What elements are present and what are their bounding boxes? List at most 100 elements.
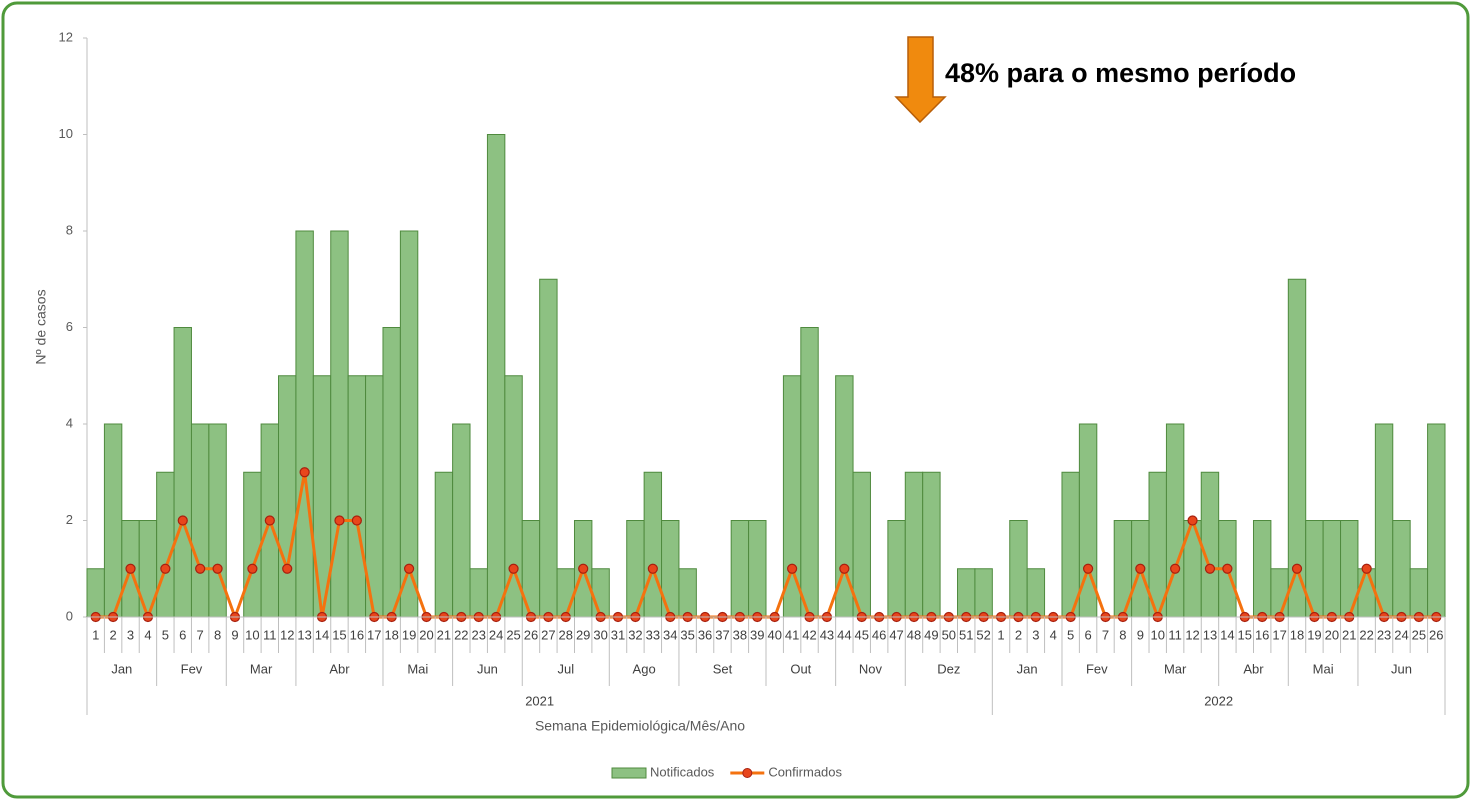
x-tick-label: 1 bbox=[997, 627, 1004, 642]
x-tick-label: 47 bbox=[889, 627, 903, 642]
marker bbox=[160, 563, 171, 574]
x-tick-label: 37 bbox=[715, 627, 729, 642]
marker bbox=[508, 563, 519, 574]
marker bbox=[1187, 515, 1198, 526]
month-label: Dez bbox=[937, 661, 960, 676]
month-label: Ago bbox=[633, 661, 656, 676]
y-tick-label: 2 bbox=[66, 512, 73, 527]
x-tick-label: 8 bbox=[214, 627, 221, 642]
marker bbox=[1222, 563, 1233, 574]
bar bbox=[382, 327, 401, 618]
month-label: Fev bbox=[1086, 661, 1108, 676]
bar bbox=[539, 278, 558, 618]
month-label: Mai bbox=[1313, 661, 1334, 676]
annotation: 48% para o mesmo período bbox=[945, 58, 1296, 88]
marker bbox=[351, 515, 362, 526]
x-tick-label: 14 bbox=[1220, 627, 1234, 642]
x-tick-label: 25 bbox=[506, 627, 520, 642]
bar bbox=[452, 423, 471, 618]
x-tick-label: 13 bbox=[1203, 627, 1217, 642]
marker bbox=[647, 563, 658, 574]
bar bbox=[1374, 423, 1394, 618]
x-tick-label: 20 bbox=[419, 627, 433, 642]
bar bbox=[1409, 568, 1429, 618]
x-tick-label: 21 bbox=[1342, 627, 1356, 642]
x-tick-label: 52 bbox=[976, 627, 990, 642]
bar bbox=[852, 471, 871, 618]
x-tick-label: 10 bbox=[245, 627, 259, 642]
x-tick-label: 9 bbox=[231, 627, 238, 642]
x-tick-label: 24 bbox=[1394, 627, 1408, 642]
x-tick-label: 51 bbox=[959, 627, 973, 642]
marker bbox=[1204, 563, 1216, 574]
legend-swatch bbox=[611, 767, 647, 779]
bar bbox=[730, 520, 750, 618]
marker bbox=[1135, 563, 1146, 574]
bar bbox=[1427, 423, 1446, 618]
bar bbox=[1009, 520, 1028, 618]
bar bbox=[86, 568, 105, 618]
month-label: Mar bbox=[250, 661, 273, 676]
x-tick-label: 15 bbox=[332, 627, 346, 642]
x-tick-label: 36 bbox=[698, 627, 712, 642]
x-tick-label: 6 bbox=[179, 627, 186, 642]
x-tick-label: 23 bbox=[1377, 627, 1391, 642]
y-axis-label: Nº de casos bbox=[33, 289, 49, 364]
marker bbox=[264, 515, 275, 526]
bar bbox=[1252, 520, 1272, 618]
marker bbox=[125, 563, 136, 574]
month-label: Fev bbox=[181, 661, 203, 676]
x-tick-label: 33 bbox=[646, 627, 660, 642]
bar bbox=[556, 568, 575, 618]
x-tick-label: 22 bbox=[454, 627, 468, 642]
year-label: 2022 bbox=[1204, 693, 1233, 708]
x-tick-label: 8 bbox=[1119, 627, 1126, 642]
x-tick-label: 32 bbox=[628, 627, 642, 642]
bar bbox=[103, 423, 123, 618]
y-tick-label: 12 bbox=[59, 29, 73, 44]
bar bbox=[974, 568, 993, 618]
x-tick-label: 5 bbox=[1067, 627, 1074, 642]
legend-label: Confirmados bbox=[768, 764, 842, 779]
x-tick-label: 20 bbox=[1325, 627, 1339, 642]
marker bbox=[334, 515, 345, 526]
bar bbox=[591, 568, 610, 618]
month-label: Jan bbox=[111, 661, 132, 676]
annotation-arrow bbox=[894, 36, 947, 124]
bar bbox=[190, 423, 210, 618]
bar bbox=[887, 520, 906, 618]
bar bbox=[904, 471, 924, 618]
x-tick-label: 23 bbox=[471, 627, 485, 642]
month-label: Jan bbox=[1017, 661, 1038, 676]
x-tick-label: 17 bbox=[367, 627, 381, 642]
x-tick-label: 3 bbox=[127, 627, 134, 642]
bar bbox=[243, 471, 262, 618]
x-tick-label: 15 bbox=[1238, 627, 1252, 642]
x-tick-label: 19 bbox=[1307, 627, 1321, 642]
x-tick-label: 38 bbox=[733, 627, 747, 642]
x-tick-label: 4 bbox=[1050, 627, 1057, 642]
bar bbox=[1322, 520, 1342, 618]
month-label: Jul bbox=[557, 661, 574, 676]
x-tick-label: 27 bbox=[541, 627, 555, 642]
bar bbox=[469, 568, 488, 618]
month-label: Jun bbox=[1391, 661, 1412, 676]
x-tick-label: 24 bbox=[489, 627, 503, 642]
month-label: Abr bbox=[329, 661, 350, 676]
x-tick-label: 25 bbox=[1412, 627, 1426, 642]
bar bbox=[800, 327, 819, 618]
y-tick-label: 0 bbox=[66, 608, 73, 623]
marker bbox=[177, 515, 188, 526]
bar bbox=[1061, 471, 1080, 618]
marker bbox=[1170, 563, 1181, 574]
marker bbox=[578, 563, 589, 574]
x-tick-label: 50 bbox=[942, 627, 956, 642]
x-tick-label: 19 bbox=[402, 627, 416, 642]
bar bbox=[678, 568, 697, 618]
bar bbox=[295, 230, 314, 618]
marker bbox=[282, 563, 293, 574]
x-tick-label: 16 bbox=[350, 627, 364, 642]
x-tick-label: 14 bbox=[315, 627, 329, 642]
